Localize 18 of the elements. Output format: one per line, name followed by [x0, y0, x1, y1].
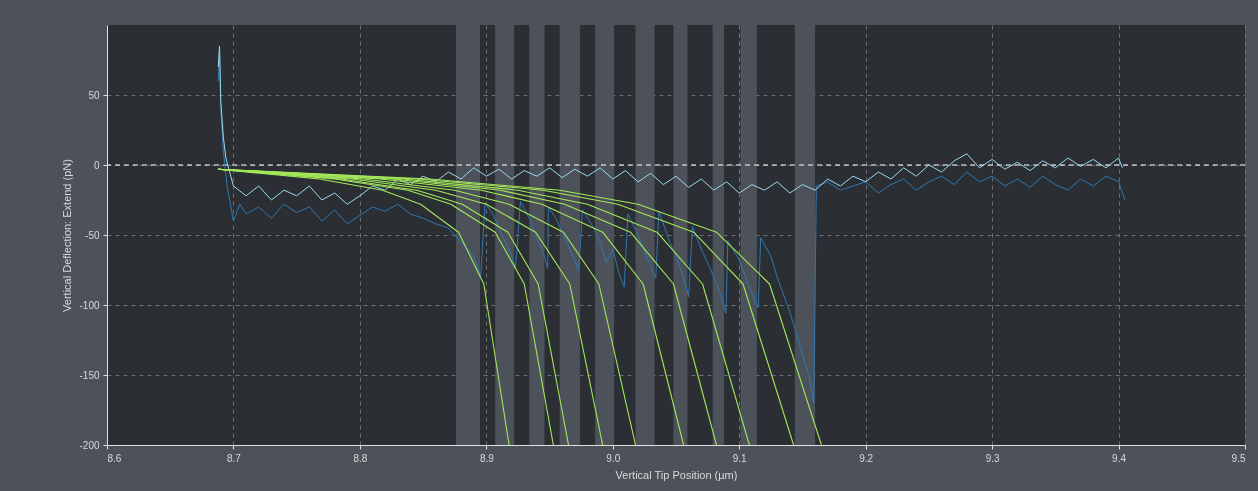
- x-tick-label: 8.6: [107, 452, 122, 464]
- x-axis-title: Vertical Tip Position (µm): [615, 468, 738, 481]
- y-tick-label: 0: [93, 159, 100, 171]
- x-tick-label: 8.9: [479, 452, 495, 464]
- y-tick-label: -200: [79, 439, 100, 451]
- y-tick-label: -100: [79, 299, 100, 311]
- x-tick-label: 9.0: [606, 452, 621, 464]
- x-tick-label: 9.3: [985, 452, 1000, 464]
- x-tick-label: 9.1: [732, 452, 748, 464]
- x-tick-label: 8.8: [353, 452, 368, 464]
- x-tick-label: 9.2: [859, 452, 874, 464]
- y-axis-title: Vertical Deflection: Extend (pN): [61, 159, 74, 312]
- y-tick-label: -50: [85, 229, 100, 241]
- y-tick-label: -150: [79, 369, 100, 381]
- x-tick-label: 8.7: [226, 452, 242, 464]
- x-tick-label: 9.4: [1112, 452, 1127, 464]
- x-tick-label: 9.5: [1231, 452, 1246, 464]
- y-tick-label: 50: [88, 89, 100, 101]
